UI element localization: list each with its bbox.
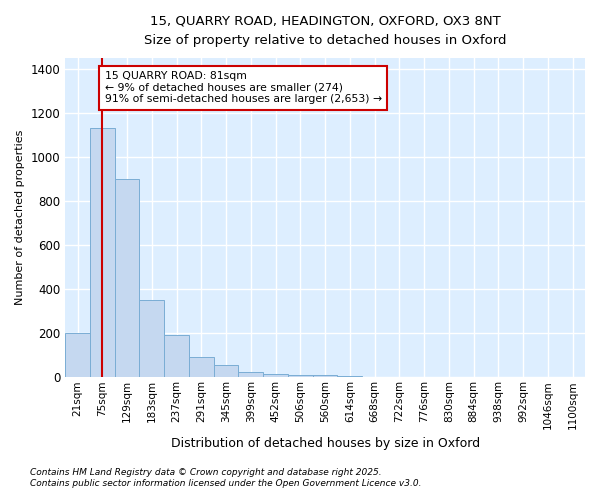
Bar bbox=[288, 375, 313, 378]
Bar bbox=[313, 375, 337, 378]
Bar bbox=[139, 300, 164, 378]
Bar bbox=[65, 333, 90, 378]
Text: 15 QUARRY ROAD: 81sqm
← 9% of detached houses are smaller (274)
91% of semi-deta: 15 QUARRY ROAD: 81sqm ← 9% of detached h… bbox=[105, 71, 382, 104]
Bar bbox=[337, 376, 362, 378]
Bar bbox=[164, 336, 189, 378]
Title: 15, QUARRY ROAD, HEADINGTON, OXFORD, OX3 8NT
Size of property relative to detach: 15, QUARRY ROAD, HEADINGTON, OXFORD, OX3… bbox=[144, 15, 506, 47]
Bar bbox=[263, 374, 288, 378]
Bar bbox=[238, 372, 263, 378]
Bar bbox=[115, 179, 139, 378]
Y-axis label: Number of detached properties: Number of detached properties bbox=[15, 130, 25, 306]
Bar bbox=[189, 358, 214, 378]
Bar bbox=[90, 128, 115, 378]
Bar bbox=[214, 365, 238, 378]
X-axis label: Distribution of detached houses by size in Oxford: Distribution of detached houses by size … bbox=[170, 437, 479, 450]
Bar bbox=[362, 376, 387, 378]
Text: Contains HM Land Registry data © Crown copyright and database right 2025.
Contai: Contains HM Land Registry data © Crown c… bbox=[30, 468, 421, 487]
